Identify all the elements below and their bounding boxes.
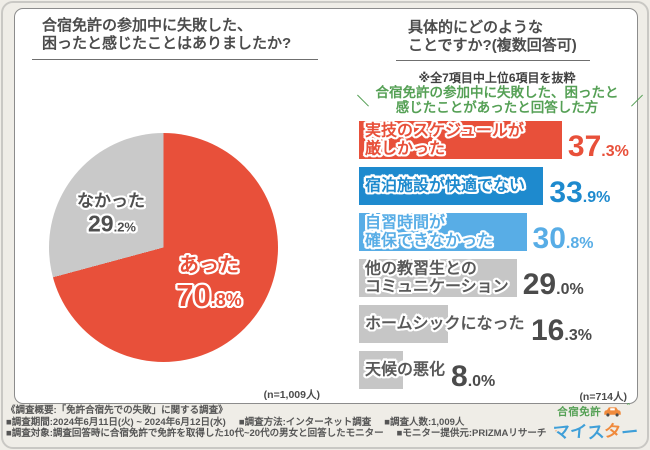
logo-letter: ス	[585, 422, 605, 443]
logo-letter: ー	[619, 422, 639, 443]
survey-count: ■調査人数:1,009人	[384, 416, 465, 428]
logo-caret-green-icon: ＾	[624, 404, 633, 413]
pie-chart-title: 合宿免許の参加中に失敗した、 困ったと感じたことはありましたか?	[32, 14, 318, 60]
bar	[359, 305, 448, 343]
logo-top-text: 合宿免許	[557, 406, 602, 418]
survey-target: ■調査対象:調査回答時に合宿免許で免許を取得した10代~20代の男女と回答したモ…	[6, 428, 384, 439]
survey-period: ■調査期間:2024年6月11日(火) ~ 2024年6月12日(水)	[6, 416, 226, 428]
bar-value: 33.9%	[549, 176, 611, 209]
pie-title-line1: 合宿免許の参加中に失敗した、	[42, 17, 253, 34]
bar-label: 天候の悪化	[365, 361, 446, 379]
logo-letter: イ	[568, 421, 588, 442]
bar-value: 30.8%	[532, 222, 594, 255]
bar	[359, 167, 544, 205]
bar	[359, 213, 527, 251]
emphasis-mark-left-icon: ＼	[357, 94, 370, 108]
bar-row: ホームシックになった 16.3%	[359, 305, 637, 347]
bar-sample-size: (n=714人)	[579, 391, 627, 403]
bar-title-line2: ことですか?(複数回答可)	[408, 37, 577, 54]
bar	[359, 259, 517, 297]
bar-label: 他の教習生との コミュニケーション	[365, 260, 509, 296]
pie-value-yes: 70.8%	[176, 278, 242, 313]
bar-label: ホームシックになった	[365, 315, 525, 333]
bar-label: 宿泊施設が快適でない	[365, 177, 526, 195]
bar	[359, 121, 562, 159]
survey-outline: 《調査概要:「免許合宿先での失敗」に関する調査》 ■調査期間:2024年6月11…	[6, 405, 554, 440]
survey-method: ■調査方法:インターネット調査	[238, 416, 372, 428]
bar-row: 他の教習生との コミュニケーション 29.0%	[359, 259, 637, 301]
bar-row: 自習時間が 確保できなかった 30.8%	[359, 213, 637, 255]
bar-label: 自習時間が 確保できなかった	[365, 214, 494, 250]
bar-value: 37.3%	[567, 130, 629, 163]
bar-chart-subtitle: ＼ 合宿免許の参加中に失敗した、困ったと 感じたことがあったと回答した方 ／	[351, 85, 643, 115]
pie-sample-size: (n=1,009人)	[263, 389, 320, 401]
bar-row: 実技のスケジュールが 厳しかった 37.3%	[359, 121, 637, 163]
bar-chart-note: ※全7項目中上位6項目を抜粋	[418, 71, 576, 85]
gasshuku-menkyo-meister-logo: 合宿免許 ＾ マイスター ＾	[550, 404, 640, 443]
bar-label: 実技のスケジュールが 厳しかった	[365, 122, 524, 158]
logo-bottom-text: マイスター	[550, 418, 640, 443]
bar-value: 29.0%	[522, 268, 584, 301]
bar-subtitle-line1: 合宿免許の参加中に失敗した、困ったと	[375, 85, 619, 100]
pie-label-no: なかった	[77, 191, 145, 211]
logo-caret-orange-icon: ＾	[552, 431, 560, 440]
survey-monitor-source: ■モニター提供元:PRIZMAリサーチ	[396, 428, 547, 439]
bar-row: 天候の悪化 8.0%	[359, 351, 637, 393]
bar-value: 8.0%	[451, 360, 496, 393]
bar-chart-title: 具体的にどのような ことですか?(複数回答可)	[396, 17, 590, 61]
pie-label-yes: あった	[179, 254, 239, 277]
emphasis-mark-right-icon: ／	[630, 94, 643, 108]
bar-row: 宿泊施設が快適でない 33.9%	[359, 167, 637, 209]
survey-panel: 合宿免許の参加中に失敗した、 困ったと感じたことはありましたか? なかった 29…	[14, 8, 643, 404]
bar-value: 16.3%	[531, 314, 592, 347]
pie-value-no: 29.2%	[88, 210, 136, 237]
pie-title-line2: 困ったと感じたことはありましたか?	[42, 35, 292, 52]
bar	[359, 351, 403, 389]
logo-letter: タ	[602, 421, 622, 442]
bar-chart: 実技のスケジュールが 厳しかった 37.3% 宿泊施設が快適でない 33.9% 自習時間が…	[359, 121, 637, 397]
pie-chart	[49, 133, 278, 362]
car-icon	[604, 407, 621, 417]
bar-title-line1: 具体的にどのような	[408, 19, 544, 36]
survey-outline-title: 《調査概要:「免許合宿先での失敗」に関する調査》	[6, 405, 228, 416]
bar-subtitle-line2: 感じたことがあったと回答した方	[395, 100, 599, 115]
